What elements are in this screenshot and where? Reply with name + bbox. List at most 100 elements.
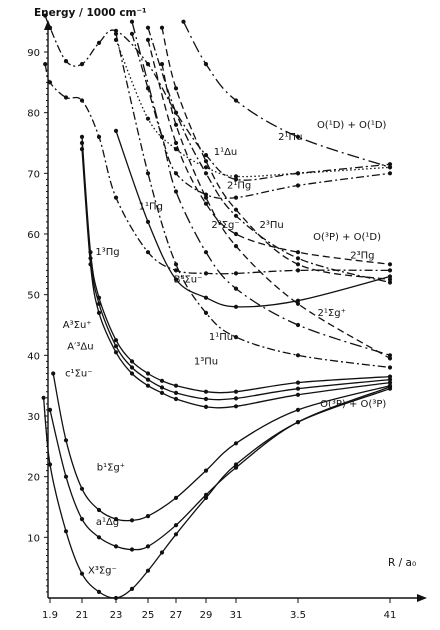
data-point <box>233 335 239 340</box>
series-label: b¹Σg⁺ <box>97 463 125 474</box>
series-label: 2³Πg <box>350 250 374 261</box>
data-point <box>79 134 85 139</box>
data-point <box>387 262 393 267</box>
series-label: 2¹Σg⁺ <box>318 308 346 319</box>
data-point <box>173 383 179 388</box>
x-axis-label: R / a₀ <box>388 557 416 569</box>
y-tick-label: 40 <box>27 351 40 362</box>
data-point <box>203 495 209 500</box>
data-point <box>387 162 393 167</box>
data-point <box>145 544 151 549</box>
data-point <box>113 128 119 133</box>
data-point <box>129 586 135 592</box>
data-point <box>387 377 393 382</box>
data-point <box>181 19 186 24</box>
data-point <box>203 404 209 409</box>
data-point <box>295 256 301 261</box>
series-line <box>182 21 391 168</box>
data-point <box>63 59 69 64</box>
data-point <box>173 277 179 282</box>
data-point <box>96 134 102 139</box>
series-label: 2¹Πu <box>278 132 302 143</box>
asymptote-label: O(³P) + O(³P) <box>320 399 386 410</box>
data-point <box>295 298 301 303</box>
data-point <box>173 140 179 146</box>
data-point <box>173 523 179 528</box>
series-label: A³Σu⁺ <box>63 320 92 331</box>
data-point <box>43 13 48 18</box>
data-point <box>387 356 393 361</box>
data-point <box>233 404 239 409</box>
data-point <box>145 371 151 376</box>
labels: X³Σg⁻ a¹Δg b¹Σg⁺ c¹Σu⁻ A′³Δu A³Σu⁺ B³Σu⁻ 1¹Πu 1³… <box>63 120 387 577</box>
data-point <box>173 171 179 176</box>
data-point <box>96 295 102 300</box>
x-tick-label: 3.5 <box>290 610 306 621</box>
data-point <box>63 438 69 443</box>
data-point <box>295 392 301 397</box>
data-point <box>387 374 393 379</box>
series-line <box>44 63 391 275</box>
data-point <box>47 80 53 85</box>
data-point <box>295 262 301 267</box>
data-point <box>145 377 151 382</box>
data-point <box>173 396 179 402</box>
series-line <box>147 27 391 284</box>
data-point <box>145 219 151 224</box>
y-tick-label: 50 <box>27 291 40 302</box>
data-point <box>113 195 119 200</box>
data-point <box>387 380 393 385</box>
data-point <box>203 195 209 200</box>
data-point <box>203 171 209 176</box>
y-tick-label: 10 <box>27 533 40 544</box>
data-point <box>173 495 179 500</box>
data-point <box>129 31 135 36</box>
data-point <box>63 474 69 479</box>
series-label: 1³Πg <box>95 247 119 258</box>
data-point <box>96 589 102 595</box>
data-point <box>113 28 119 33</box>
x-tick-label: 23 <box>110 610 123 621</box>
series-line <box>115 39 391 178</box>
data-point <box>173 532 179 537</box>
data-point <box>233 177 239 182</box>
y-tick-label: 90 <box>27 48 40 59</box>
curves <box>41 13 393 601</box>
data-point <box>129 359 135 364</box>
y-tick-label: 30 <box>27 412 40 423</box>
data-point <box>295 353 301 358</box>
data-point <box>203 62 209 67</box>
data-point <box>295 407 301 412</box>
data-point <box>145 116 151 121</box>
data-point <box>387 365 393 370</box>
data-point <box>295 322 301 328</box>
data-point <box>233 462 239 467</box>
data-point <box>79 98 85 103</box>
data-point <box>79 486 85 491</box>
x-tick-label: 41 <box>384 610 397 621</box>
data-point <box>129 365 135 370</box>
data-point <box>233 271 239 276</box>
x-tick-label: 29 <box>200 610 213 621</box>
data-point <box>47 407 53 412</box>
data-point <box>233 441 239 446</box>
data-point <box>203 396 209 402</box>
series-label: 1³Πu <box>194 356 218 367</box>
data-point <box>233 389 239 394</box>
series-line <box>52 373 391 522</box>
data-point <box>295 420 301 425</box>
data-point <box>203 389 209 394</box>
data-point <box>159 62 165 67</box>
data-point <box>47 462 53 467</box>
x-tick-label: 31 <box>230 610 243 621</box>
data-point <box>387 165 393 170</box>
series-label: 2¹Πg <box>227 181 251 192</box>
series-line <box>115 130 391 308</box>
data-point <box>96 310 102 315</box>
data-point <box>203 492 209 497</box>
data-point <box>233 195 239 200</box>
data-point <box>233 304 239 309</box>
data-point <box>159 390 165 395</box>
data-point <box>145 568 151 573</box>
